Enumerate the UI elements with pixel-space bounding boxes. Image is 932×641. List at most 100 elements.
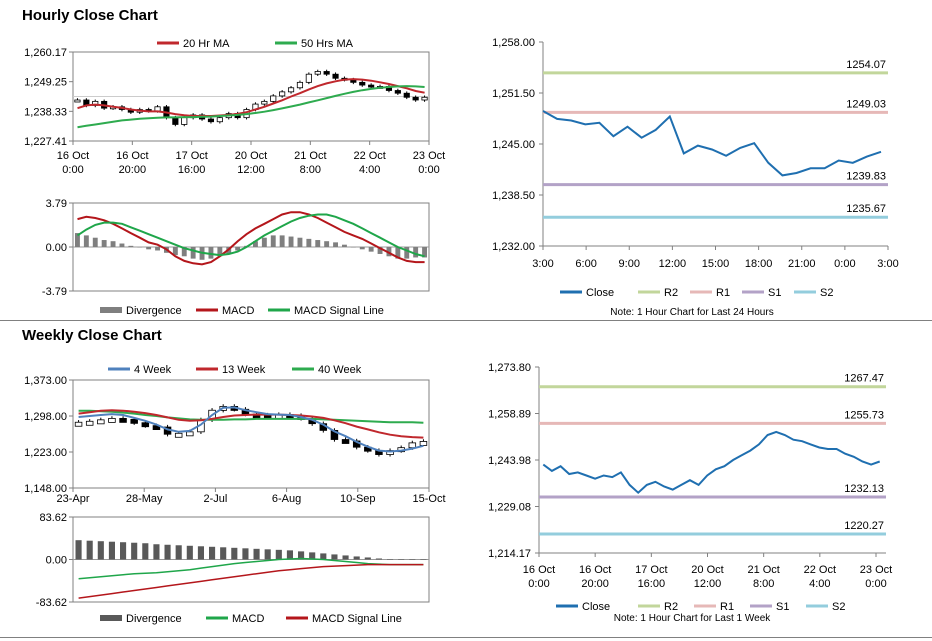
hourly-price-x-tick-label: 12:00 <box>237 164 265 176</box>
hourly-levels-y-tick-label: 1,232.00 <box>492 241 535 253</box>
weekly-price-candle <box>419 441 428 446</box>
hourly-price-y-tick-label: 1,238.33 <box>24 106 67 118</box>
weekly-divergence-bar <box>97 541 104 560</box>
hourly-levels-legend-label: Close <box>586 287 614 299</box>
weekly-section-title: Weekly Close Chart <box>22 327 162 344</box>
weekly-divergence-bar <box>209 546 216 560</box>
weekly-levels-y-tick-label: 1,258.89 <box>488 409 531 421</box>
hourly-divergence-bar <box>110 241 116 247</box>
weekly-divergence-bar <box>220 547 227 560</box>
hourly-price-candle <box>287 87 295 93</box>
weekly-divergence-bar <box>186 545 193 560</box>
hourly-price-candle <box>394 90 401 94</box>
weekly-levels-x-tick-label: 16:00 <box>638 578 666 590</box>
hourly-divergence-bar <box>297 237 303 247</box>
weekly-macd-legend-label: Divergence <box>126 613 182 625</box>
hourly-levels-legend-label: S2 <box>820 287 833 299</box>
hourly-levels-y-tick-label: 1,238.50 <box>492 190 535 202</box>
weekly-levels-y-tick-label: 1,229.08 <box>488 502 531 514</box>
weekly-divergence-bar <box>153 544 160 560</box>
hourly-price-x-tick-label: 22 Oct <box>353 150 385 162</box>
hourly-macd-y-tick-label: -3.79 <box>42 286 67 298</box>
hourly-divergence-bar <box>208 247 214 259</box>
weekly-divergence-bar <box>131 542 138 560</box>
weekly-price-x-tick-label: 28-May <box>126 493 163 505</box>
hourly-levels-x-tick-label: 18:00 <box>745 258 773 270</box>
hourly-divergence-bar <box>146 247 152 250</box>
weekly-levels-legend-label: R2 <box>664 601 678 613</box>
weekly-level-label: 1220.27 <box>844 520 884 532</box>
weekly-levels-x-tick-label: 22 Oct <box>804 564 836 576</box>
weekly-price-legend-label: 40 Week <box>318 364 362 376</box>
weekly-divergence-bar <box>387 558 394 560</box>
hourly-divergence-bar <box>128 245 134 247</box>
hourly-macd-y-tick-label: 3.79 <box>46 198 67 210</box>
hourly-price-candle <box>181 117 188 125</box>
weekly-price-candle <box>141 422 150 428</box>
hourly-price-candle <box>296 81 304 89</box>
bottom-divider <box>0 637 932 638</box>
weekly-13w-line <box>78 409 424 439</box>
hourly-divergence-bar <box>83 235 89 247</box>
hourly-signal-line <box>76 213 425 258</box>
weekly-divergence-bar <box>309 552 316 560</box>
weekly-levels-x-tick-label: 23 Oct <box>860 564 892 576</box>
hourly-macd-legend-swatch <box>100 307 122 313</box>
weekly-divergence-bar <box>253 548 260 560</box>
weekly-divergence-bar <box>164 544 171 560</box>
hourly-price-candle <box>368 84 375 88</box>
weekly-price-candle <box>174 432 183 438</box>
hourly-price-candle <box>270 95 277 102</box>
weekly-levels-x-tick-label: 0:00 <box>528 578 549 590</box>
hourly-levels-legend-label: R2 <box>664 287 678 299</box>
hourly-level-label: 1254.07 <box>846 59 886 71</box>
weekly-close-line <box>542 430 881 495</box>
weekly-levels-y-tick-label: 1,214.17 <box>488 548 531 560</box>
weekly-divergence-bar <box>375 558 382 560</box>
weekly-divergence-bar <box>353 556 360 560</box>
weekly-level-label: 1232.13 <box>844 483 884 495</box>
weekly-price-x-tick-label: 10-Sep <box>340 493 375 505</box>
hourly-divergence-bar <box>359 247 365 250</box>
hourly-levels-x-tick-label: 9:00 <box>619 258 640 270</box>
weekly-levels-x-tick-label: 0:00 <box>865 578 886 590</box>
weekly-divergence-bar <box>197 546 204 560</box>
hourly-divergence-bar <box>217 247 223 257</box>
hourly-price-candle <box>314 71 321 75</box>
hourly-divergence-bar <box>422 247 427 258</box>
weekly-price-y-tick-label: 1,373.00 <box>24 375 67 387</box>
weekly-price-candle <box>186 431 194 437</box>
weekly-level-label: 1255.73 <box>844 409 884 421</box>
hourly-divergence-bar <box>75 233 80 247</box>
hourly-divergence-bar <box>190 247 196 259</box>
weekly-divergence-bar <box>364 557 371 560</box>
hourly-price-x-tick-label: 8:00 <box>300 164 321 176</box>
hourly-price-y-tick-label: 1,249.25 <box>24 77 67 89</box>
hourly-ma50-line <box>77 85 425 129</box>
weekly-divergence-bar <box>275 549 282 560</box>
hourly-levels-y-tick-label: 1,251.50 <box>492 88 535 100</box>
hourly-price-candle <box>207 118 215 123</box>
hourly-price-candle <box>74 99 81 103</box>
hourly-divergence-bar <box>306 238 312 247</box>
hourly-divergence-bar <box>333 242 338 247</box>
weekly-divergence-bar <box>175 545 182 560</box>
hourly-levels-y-tick-label: 1,258.00 <box>492 37 535 49</box>
hourly-divergence-bar <box>342 244 347 247</box>
weekly-levels-legend-label: R1 <box>720 601 734 613</box>
weekly-price-candle <box>97 419 105 425</box>
hourly-levels-legend-label: S1 <box>768 287 781 299</box>
weekly-price-candle <box>119 417 127 423</box>
hourly-price-candle <box>216 117 223 123</box>
weekly-4w-line <box>78 406 424 453</box>
hourly-levels-x-tick-label: 15:00 <box>702 258 730 270</box>
hourly-levels-x-tick-label: 21:00 <box>788 258 816 270</box>
hourly-price-candle <box>172 117 179 125</box>
weekly-divergence-bar <box>75 540 82 560</box>
hourly-price-x-tick-label: 4:00 <box>359 164 380 176</box>
weekly-divergence-bar <box>286 550 293 560</box>
hourly-price-x-tick-label: 16 Oct <box>57 150 89 162</box>
weekly-divergence-bar <box>331 554 338 560</box>
weekly-price-candle <box>85 420 94 426</box>
